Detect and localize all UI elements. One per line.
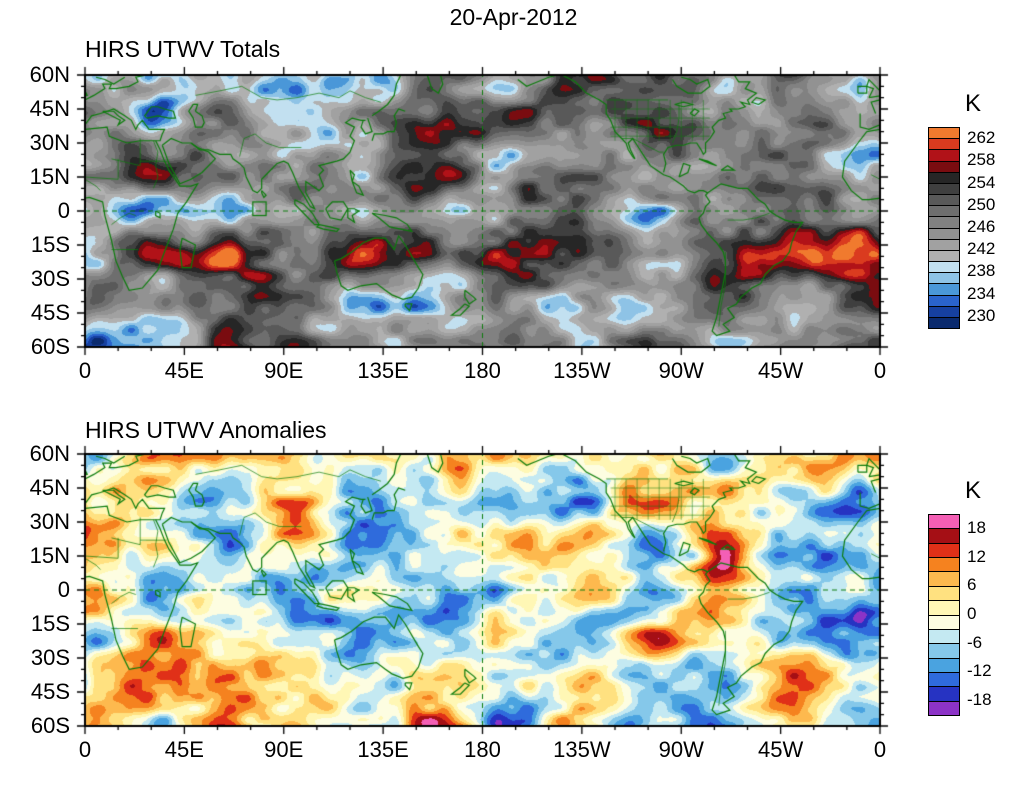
date-title: 20-Apr-2012 xyxy=(449,4,578,30)
colorbar-segment xyxy=(929,644,959,659)
colorbar-segment xyxy=(929,206,959,218)
colorbar-segment xyxy=(929,687,959,702)
x-tick-label: 45W xyxy=(758,737,804,762)
x-tick-label: 90E xyxy=(264,358,304,383)
totals-panel-title: HIRS UTWV Totals xyxy=(85,36,281,62)
x-tick-label: 90W xyxy=(658,358,704,383)
colorbar-segment xyxy=(929,150,959,162)
y-tick-label: 30N xyxy=(29,130,70,155)
x-tick-label: 0 xyxy=(873,737,887,762)
y-tick-label: 60S xyxy=(30,334,70,359)
totals-colorbar xyxy=(928,127,960,329)
y-tick-label: 45S xyxy=(30,300,70,325)
colorbar-segment xyxy=(929,658,959,673)
x-tick-label: 45E xyxy=(164,358,204,383)
x-tick-label: 90E xyxy=(264,737,304,762)
colorbar-segment xyxy=(929,262,959,274)
colorbar-tick-label: 12 xyxy=(967,546,986,566)
y-tick-label: 15N xyxy=(29,543,70,568)
anomalies-map-canvas xyxy=(74,443,891,737)
colorbar-segment xyxy=(929,615,959,630)
y-tick-label: 60S xyxy=(30,713,70,738)
y-tick-label: 15S xyxy=(30,611,70,636)
y-tick-label: 30S xyxy=(30,266,70,291)
colorbar-tick-label: 262 xyxy=(967,128,996,148)
x-tick-label: 45W xyxy=(758,358,804,383)
colorbar-tick-label: 246 xyxy=(967,217,996,236)
colorbar-segment xyxy=(929,601,959,616)
colorbar-segment xyxy=(929,128,959,140)
colorbar-tick-label: 0 xyxy=(967,604,977,623)
colorbar-segment xyxy=(929,161,959,173)
y-tick-label: 60N xyxy=(29,62,70,87)
x-tick-label: 45E xyxy=(164,737,204,762)
colorbar-segment xyxy=(929,139,959,151)
colorbar-segment xyxy=(929,629,959,645)
anomalies-colorbar xyxy=(928,514,960,716)
colorbar-segment xyxy=(929,273,959,285)
y-tick-label: 0 xyxy=(57,577,70,602)
x-tick-label: 0 xyxy=(78,358,92,383)
colorbar-segment xyxy=(929,195,959,207)
colorbar-tick-label: 230 xyxy=(967,305,996,325)
colorbar-segment xyxy=(929,306,959,318)
colorbar-segment xyxy=(929,217,959,229)
y-tick-label: 45N xyxy=(29,96,70,121)
colorbar-segment xyxy=(929,572,959,587)
colorbar-tick-label: 254 xyxy=(967,172,996,192)
y-tick-label: 30S xyxy=(30,645,70,670)
y-tick-label: 15S xyxy=(30,232,70,257)
colorbar-segment xyxy=(929,172,959,184)
colorbar-segment xyxy=(929,295,959,307)
y-tick-label: 45S xyxy=(30,679,70,704)
colorbar-tick-label: 18 xyxy=(967,518,986,538)
colorbar-tick-label: -18 xyxy=(967,689,992,709)
x-tick-label: 180 xyxy=(464,737,501,762)
totals-map-canvas xyxy=(74,64,891,358)
colorbar-segment xyxy=(929,515,959,530)
x-tick-label: 135W xyxy=(553,358,611,383)
y-tick-label: 0 xyxy=(57,198,70,223)
colorbar-segment xyxy=(929,183,959,196)
y-tick-label: 45N xyxy=(29,475,70,500)
colorbar-segment xyxy=(929,228,959,240)
colorbar-tick-label: -6 xyxy=(967,632,983,652)
colorbar-tick-label: 238 xyxy=(967,261,996,281)
x-tick-label: 0 xyxy=(78,737,92,762)
totals-colorbar-unit-label: K xyxy=(964,90,981,117)
x-tick-label: 135E xyxy=(357,358,409,383)
colorbar-segment xyxy=(929,317,959,329)
x-tick-label: 90W xyxy=(658,737,704,762)
colorbar-segment xyxy=(929,543,959,559)
anomalies-panel-title: HIRS UTWV Anomalies xyxy=(85,417,327,443)
y-tick-label: 30N xyxy=(29,509,70,534)
colorbar-segment xyxy=(929,558,959,573)
colorbar-segment xyxy=(929,586,959,602)
colorbar-tick-label: 6 xyxy=(967,575,977,595)
colorbar-tick-label: 234 xyxy=(967,283,996,303)
colorbar-segment xyxy=(929,529,959,544)
colorbar-tick-label: -12 xyxy=(967,661,992,681)
x-tick-label: 135E xyxy=(357,737,409,762)
colorbar-segment xyxy=(929,284,959,296)
x-tick-label: 180 xyxy=(464,358,501,383)
colorbar-segment xyxy=(929,701,959,716)
y-tick-label: 60N xyxy=(29,441,70,466)
colorbar-segment xyxy=(929,239,959,251)
colorbar-segment xyxy=(929,250,959,263)
colorbar-tick-label: 258 xyxy=(967,150,996,170)
anomalies-colorbar-unit-label: K xyxy=(964,477,981,504)
colorbar-tick-label: 242 xyxy=(967,239,996,259)
x-tick-label: 0 xyxy=(873,358,887,383)
y-tick-label: 15N xyxy=(29,164,70,189)
x-tick-label: 135W xyxy=(553,737,611,762)
colorbar-segment xyxy=(929,672,959,688)
colorbar-tick-label: 250 xyxy=(967,194,996,214)
